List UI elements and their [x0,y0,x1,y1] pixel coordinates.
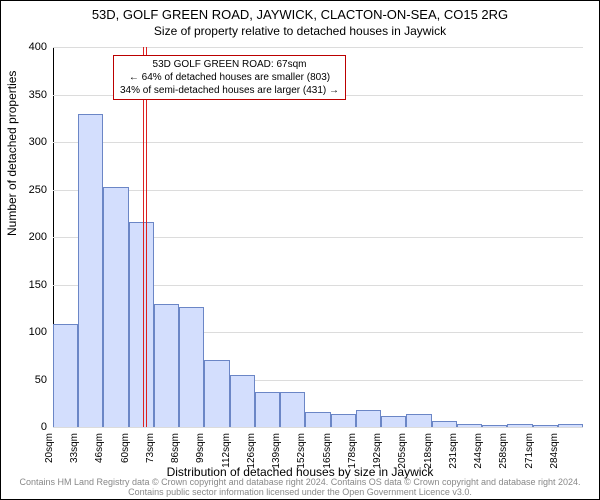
attribution-footer: Contains HM Land Registry data © Crown c… [1,477,599,497]
x-tick-label: 73sqm [145,433,156,463]
y-tick-label: 400 [29,41,53,53]
reference-line [143,47,144,427]
info-box-line: 34% of semi-detached houses are larger (… [120,84,339,97]
histogram-bar [305,412,330,427]
histogram-bar [154,304,179,428]
x-tick-label: 192sqm [372,433,383,469]
y-tick-label: 150 [29,279,53,291]
y-tick-label: 200 [29,231,53,243]
histogram-bar [129,222,154,427]
info-box-line: ← 64% of detached houses are smaller (80… [120,71,339,84]
x-tick-label: 178sqm [347,433,358,469]
info-box: 53D GOLF GREEN ROAD: 67sqm← 64% of detac… [113,55,346,100]
histogram-bar [230,375,255,427]
histogram-bar [558,424,583,427]
histogram-bar [103,187,128,427]
x-tick-label: 231sqm [448,433,459,469]
histogram-bar [432,421,457,427]
x-tick-label: 244sqm [473,433,484,469]
x-tick-label: 165sqm [322,433,333,469]
x-tick-label: 33sqm [69,433,80,463]
x-tick-label: 284sqm [549,433,560,469]
grid-line [53,47,583,48]
y-axis-label: Number of detached properties [5,71,19,236]
histogram-bar [381,416,406,427]
grid-line [53,190,583,191]
x-tick-label: 86sqm [170,433,181,463]
histogram-bar [255,392,280,427]
grid-line [53,142,583,143]
histogram-bar [78,114,103,427]
x-tick-label: 46sqm [94,433,105,463]
histogram-bar [179,307,204,427]
x-tick-label: 258sqm [498,433,509,469]
histogram-bar [482,425,507,427]
y-tick-label: 300 [29,136,53,148]
x-tick-label: 126sqm [246,433,257,469]
y-tick-label: 50 [35,374,53,386]
x-tick-label: 271sqm [524,433,535,469]
grid-line [53,427,583,428]
x-tick-label: 152sqm [296,433,307,469]
chart-title-address: 53D, GOLF GREEN ROAD, JAYWICK, CLACTON-O… [1,1,599,22]
histogram-bar [53,324,78,427]
y-tick-label: 250 [29,184,53,196]
y-tick-label: 0 [41,421,53,433]
histogram-bar [507,424,532,427]
histogram-bar [331,414,356,427]
y-tick-label: 350 [29,89,53,101]
histogram-bar [457,424,482,427]
y-tick-label: 100 [29,326,53,338]
reference-line [146,47,147,427]
x-tick-label: 112sqm [221,433,232,468]
x-tick-label: 218sqm [423,433,434,469]
histogram-bar [280,392,305,427]
x-tick-label: 139sqm [271,433,282,469]
histogram-bar [533,425,558,427]
x-tick-label: 60sqm [120,433,131,463]
x-tick-label: 205sqm [397,433,408,469]
histogram-bar [204,360,229,427]
histogram-bar [406,414,431,427]
x-tick-label: 99sqm [195,433,206,463]
chart-subtitle: Size of property relative to detached ho… [1,22,599,38]
plot-area: 05010015020025030035040020sqm33sqm46sqm6… [53,47,583,427]
x-tick-label: 20sqm [44,433,55,463]
histogram-bar [356,410,381,427]
info-box-line: 53D GOLF GREEN ROAD: 67sqm [120,58,339,71]
